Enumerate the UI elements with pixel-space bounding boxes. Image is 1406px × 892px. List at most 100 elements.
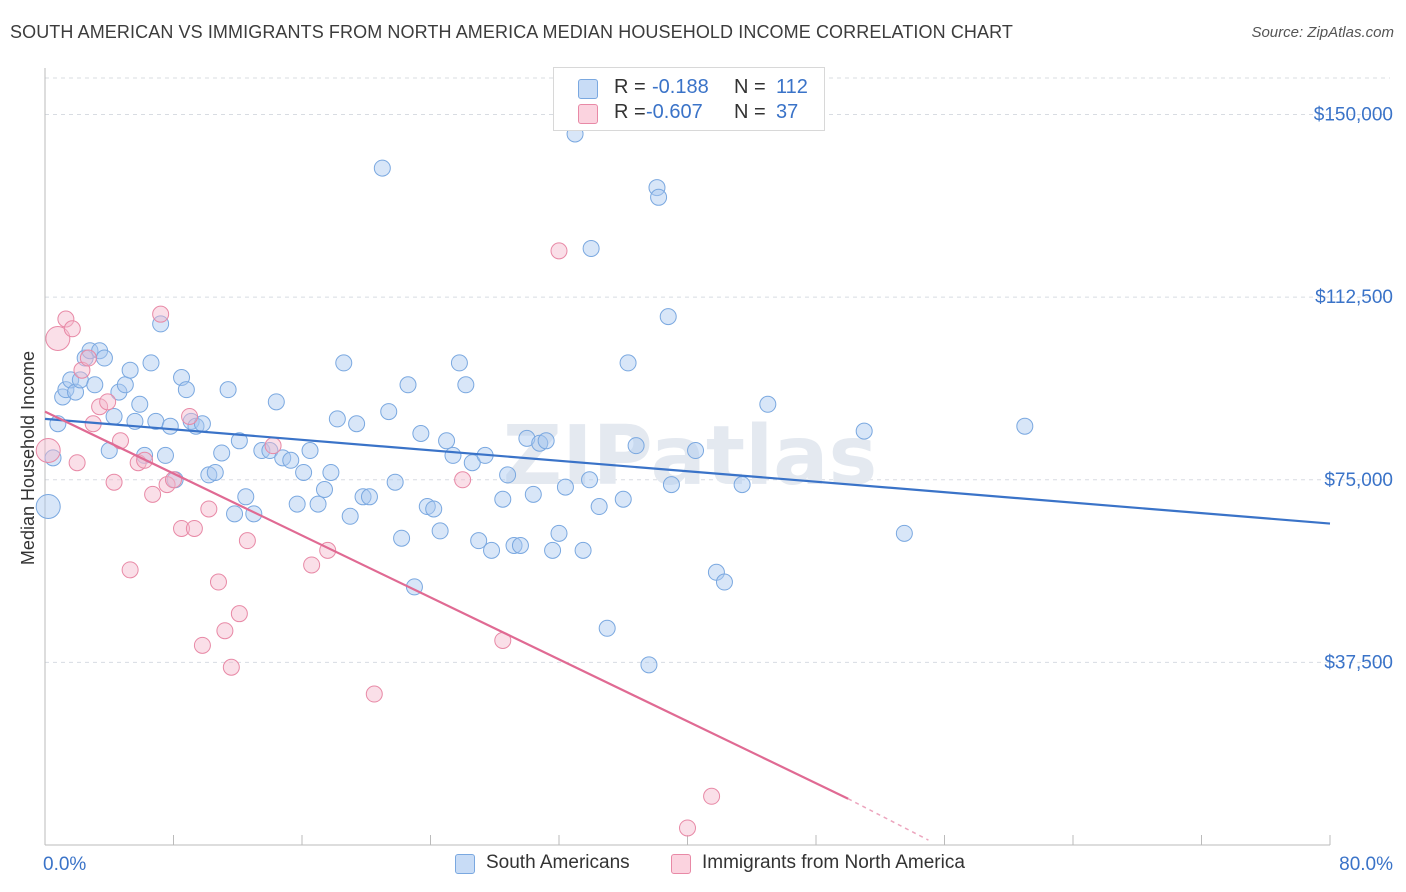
data-point [86, 376, 104, 394]
legend-r-value: -0.607 [646, 101, 703, 123]
data-point [544, 541, 562, 559]
data-point [322, 463, 340, 481]
data-point [550, 242, 568, 260]
y-tick-label: $112,500 [1315, 287, 1393, 308]
trend-line-extension-1 [847, 798, 929, 841]
legend-n-label: N = [734, 76, 766, 98]
data-point [619, 354, 637, 372]
series-label: South Americans [486, 852, 630, 873]
data-point [144, 485, 162, 503]
data-point [91, 398, 109, 416]
data-point [494, 490, 512, 508]
data-point [348, 415, 366, 433]
data-point [393, 529, 411, 547]
data-point [99, 393, 117, 411]
data-point [35, 494, 61, 520]
legend-swatch-pink [578, 104, 598, 124]
series-1-points [35, 242, 721, 837]
series-swatch-pink [671, 854, 691, 874]
data-point [173, 519, 191, 537]
data-point [640, 656, 658, 674]
data-point [131, 395, 149, 413]
data-point [598, 619, 616, 637]
data-point [81, 342, 99, 360]
data-point [261, 442, 279, 460]
data-point [237, 488, 255, 506]
data-point [556, 478, 574, 496]
data-point [110, 383, 128, 401]
data-point [524, 485, 542, 503]
x-tick-label: 80.0% [1339, 854, 1393, 875]
data-point [715, 573, 733, 591]
data-point [63, 320, 81, 338]
legend-r-label: R = [614, 76, 646, 98]
data-point [537, 432, 555, 450]
data-point [121, 561, 139, 579]
data-point [425, 500, 443, 518]
data-point [650, 188, 668, 206]
data-point [230, 605, 248, 623]
legend-r-label: R = [614, 101, 646, 123]
data-point [505, 537, 523, 555]
y-tick-label: $37,500 [1324, 652, 1393, 673]
data-point [68, 454, 86, 472]
data-point [662, 476, 680, 494]
data-point [431, 522, 449, 540]
data-point [44, 449, 62, 467]
data-point [226, 505, 244, 523]
data-point [45, 326, 71, 352]
data-point [57, 381, 75, 399]
data-point [328, 410, 346, 428]
series-0-points [35, 125, 1034, 674]
data-point [181, 407, 199, 425]
data-point [373, 159, 391, 177]
legend-n-value: 112 [776, 76, 808, 98]
data-point [267, 393, 285, 411]
data-point [161, 417, 179, 435]
data-point [574, 541, 592, 559]
data-point [399, 376, 417, 394]
data-point [309, 495, 327, 513]
data-point [230, 432, 248, 450]
data-point [216, 622, 234, 640]
data-point [209, 573, 227, 591]
data-point [438, 432, 456, 450]
data-point [219, 381, 237, 399]
data-point [282, 451, 300, 469]
data-point [354, 488, 372, 506]
series-swatch-blue [455, 854, 475, 874]
data-point [457, 376, 475, 394]
data-point [518, 429, 536, 447]
data-point [759, 395, 777, 413]
correlation-legend: R = -0.188 N = 112 R = -0.607 N = 37 [553, 67, 825, 131]
data-point [156, 446, 174, 464]
data-point [142, 354, 160, 372]
data-point [206, 463, 224, 481]
legend-n-value: 37 [776, 101, 799, 123]
data-point [1016, 417, 1034, 435]
trend-line-0 [44, 417, 1331, 525]
x-tick-label: 0.0% [43, 854, 86, 875]
data-points [35, 125, 1034, 837]
legend-swatch-blue [578, 79, 598, 99]
data-point [679, 819, 696, 837]
data-point [79, 349, 97, 367]
data-point [105, 473, 123, 491]
data-point [213, 444, 231, 462]
data-point [177, 381, 195, 399]
data-point [531, 434, 549, 452]
legend-r-value: -0.188 [652, 76, 709, 98]
data-point [222, 658, 240, 676]
data-point [200, 466, 218, 484]
data-point [95, 349, 113, 367]
data-point [152, 305, 170, 323]
data-point [380, 403, 398, 421]
data-point [386, 473, 404, 491]
data-point [341, 507, 359, 525]
data-point [590, 498, 608, 516]
data-point [57, 310, 75, 328]
data-point [470, 532, 488, 550]
data-point [264, 437, 282, 455]
data-point [499, 466, 517, 484]
data-point [301, 442, 319, 460]
